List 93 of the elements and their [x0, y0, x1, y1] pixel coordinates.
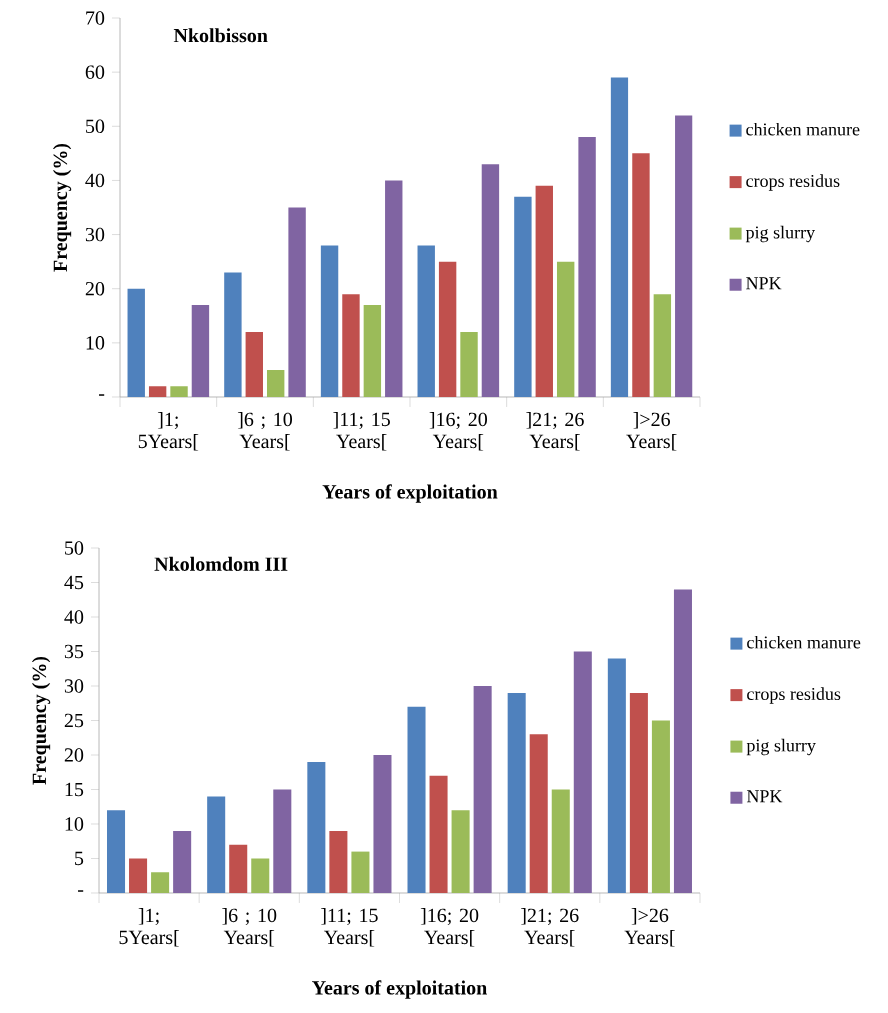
bar	[429, 775, 448, 893]
legend-label: crops residus	[746, 174, 840, 191]
bar	[207, 796, 226, 893]
y-tick-label: 35	[64, 644, 84, 659]
bar	[407, 706, 426, 893]
bar	[307, 761, 326, 893]
x-tick-label: ]11; 15 Years[	[333, 412, 390, 451]
bar	[451, 810, 470, 893]
x-tick-label: ]>26 Years[	[626, 412, 677, 451]
bar	[460, 332, 478, 397]
bar	[229, 844, 248, 893]
bar	[551, 789, 570, 893]
legend-label: chicken manure	[746, 122, 860, 136]
y-tick-label: -	[78, 890, 84, 892]
x-axis-title: Years of exploitation	[322, 484, 498, 503]
bar	[320, 245, 339, 397]
bar	[148, 386, 167, 397]
y-tick-label: 10	[86, 336, 105, 350]
bar	[473, 686, 492, 893]
legend-label: pig slurry	[746, 738, 816, 756]
y-tick-label: 30	[85, 227, 105, 242]
bar	[417, 245, 435, 397]
legend-label: chicken manure	[747, 635, 861, 649]
x-tick-label: ]21; 26 Years[	[521, 908, 579, 947]
bar	[507, 692, 526, 893]
bar	[107, 810, 126, 893]
y-tick-label: 45	[64, 575, 84, 590]
x-tick-label: ]6 ; 10 Years[	[222, 908, 277, 947]
bar	[438, 261, 457, 397]
bar	[273, 789, 292, 893]
bar	[173, 830, 192, 893]
bar	[363, 304, 382, 397]
x-tick-label: ]>26 Years[	[624, 908, 675, 947]
bar	[651, 720, 670, 893]
bar	[535, 185, 553, 397]
y-tick-label: -	[99, 394, 105, 396]
legend-label: NPK	[746, 790, 783, 803]
x-tick-label: ]21; 26 Years[	[526, 412, 584, 451]
x-tick-label: ]1; 5Years[	[138, 412, 199, 451]
bar	[329, 830, 348, 893]
y-tick-label: 60	[85, 65, 105, 79]
bar	[653, 294, 672, 397]
y-axis-title: Frequency (%)	[31, 656, 51, 785]
legend-label: pig slurry	[745, 225, 816, 243]
bar	[251, 858, 270, 893]
bar	[514, 196, 532, 397]
bar	[481, 164, 500, 397]
bar	[632, 153, 650, 397]
y-tick-label: 50	[86, 119, 105, 134]
y-tick-label: 5	[75, 851, 84, 866]
y-tick-label: 40	[64, 610, 84, 624]
x-tick-label: ]11; 15 Years[	[321, 908, 378, 947]
bar	[224, 272, 242, 397]
y-tick-label: 50	[65, 541, 84, 555]
bar	[578, 137, 596, 397]
x-tick-label: ]6 ; 10 Years[	[237, 412, 293, 451]
y-tick-label: 70	[86, 11, 105, 25]
bar	[129, 858, 148, 893]
bar	[610, 77, 629, 397]
legend-label: NPK	[746, 277, 782, 290]
y-tick-label: 40	[85, 173, 105, 188]
y-tick-label: 15	[65, 782, 84, 797]
bar	[529, 734, 548, 893]
bar	[373, 755, 392, 893]
x-tick-label: ]16; 20 Years[	[420, 908, 479, 947]
bar	[127, 288, 145, 397]
y-tick-label: 20	[85, 281, 105, 296]
bar	[673, 589, 692, 893]
y-tick-label: 10	[65, 817, 84, 831]
x-tick-label: ]16; 20 Years[	[429, 412, 488, 451]
y-axis-title: Frequency (%)	[52, 143, 72, 272]
bar	[675, 115, 693, 397]
bar	[342, 294, 360, 397]
bar	[351, 851, 370, 893]
chart-title: Nkolomdom III	[154, 556, 288, 571]
x-axis-title: Years of exploitation	[312, 980, 487, 999]
y-tick-label: 30	[64, 679, 84, 693]
bar	[607, 658, 626, 893]
bar	[151, 872, 170, 893]
bar	[288, 207, 306, 397]
bar	[245, 332, 263, 397]
bar	[191, 304, 210, 397]
x-tick-label: ]1; 5Years[	[119, 908, 179, 947]
bar	[385, 180, 403, 397]
bar	[556, 261, 575, 397]
bar	[266, 369, 285, 397]
chart-title: Nkolbisson	[173, 28, 268, 43]
legend-label: crops residus	[747, 687, 841, 704]
y-tick-label: 25	[64, 713, 84, 728]
y-tick-label: 20	[64, 748, 84, 762]
bar	[170, 386, 188, 397]
bar	[573, 651, 592, 893]
bar	[629, 692, 648, 893]
